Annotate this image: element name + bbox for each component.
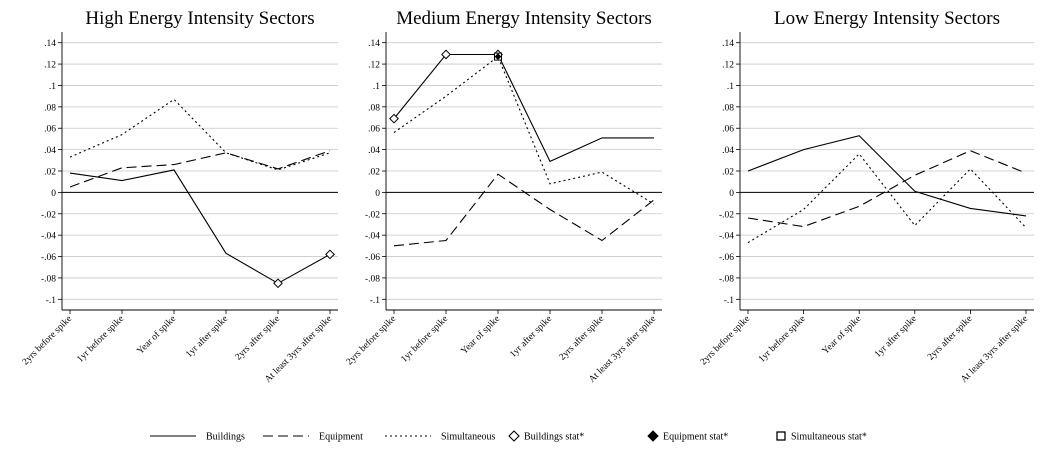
x-tick-label: 1yr before spike xyxy=(75,313,126,364)
y-tick-label: .1 xyxy=(49,82,56,92)
x-tick-label: 1yr after spike xyxy=(184,313,231,360)
y-tick-label: -.06 xyxy=(365,253,380,263)
series-line-simultaneous xyxy=(393,55,655,205)
y-tick-label: .14 xyxy=(44,39,56,49)
legend-label: Buildings stat* xyxy=(524,432,584,443)
chart-panel-3: Low Energy Intensity Sectors .14 .12 .1 .08.… xyxy=(698,8,1034,385)
legend-label: Simultaneous xyxy=(441,432,496,443)
legend: Buildings Equipment Simultaneous Buildings … xyxy=(150,430,867,443)
y-tick-label: -.04 xyxy=(719,232,734,242)
series-line-buildings xyxy=(69,169,331,284)
y-tick-label: -.04 xyxy=(41,232,56,242)
legend-item: Equipment stat* xyxy=(647,430,728,443)
x-tick-label: Year of spike xyxy=(820,313,863,356)
series-line-simultaneous xyxy=(747,153,1027,244)
legend-swatch-diamond-hollow xyxy=(508,430,520,442)
y-tick-label: .06 xyxy=(44,125,56,135)
x-tick-label: 2yrs after spike xyxy=(233,313,282,362)
y-tick-label: -.08 xyxy=(365,274,380,284)
y-tick-label: .12 xyxy=(722,61,734,71)
marker-buildings-stat xyxy=(389,113,399,124)
y-tick-label: -.08 xyxy=(719,274,734,284)
y-tick-label: .04 xyxy=(722,146,734,156)
marker-equipment-stat xyxy=(494,53,502,60)
legend-item: Buildings xyxy=(150,432,245,443)
y-tick-label: -.02 xyxy=(41,210,56,220)
y-tick-label: -.02 xyxy=(365,210,380,220)
y-tick-label: -.08 xyxy=(41,274,56,284)
chart-panel-2: Medium Energy Intensity Sectors .14 .12 .1.… xyxy=(344,8,662,385)
y-tick-label: 0 xyxy=(729,189,734,199)
x-tick-label: Year of spike xyxy=(135,313,178,356)
x-tick-label: 2yrs before spike xyxy=(698,313,752,367)
y-tick-label: 0 xyxy=(375,189,380,199)
x-tick-label: 2yrs before spike xyxy=(20,313,74,367)
y-tick-label: .04 xyxy=(368,146,380,156)
x-tick-label: 1yr before spike xyxy=(399,313,450,364)
x-tick-label: Year of spike xyxy=(459,313,502,356)
x-tick-label: 2yrs after spike xyxy=(557,313,606,362)
legend-item: Buildings stat* xyxy=(508,430,584,443)
y-tick-label: .04 xyxy=(44,146,56,156)
series-line-equipment xyxy=(393,173,655,247)
y-tick-label: .02 xyxy=(722,168,734,178)
legend-swatch-diamond-filled xyxy=(647,430,659,442)
x-tick-label: 1yr after spike xyxy=(508,313,555,360)
chart-title: High Energy Intensity Sectors xyxy=(85,8,314,29)
marker-buildings-stat xyxy=(273,278,283,289)
x-tick-label: 2yrs before spike xyxy=(344,313,398,367)
legend-item: Equipment xyxy=(263,432,363,443)
x-tick-label: 1yr before spike xyxy=(756,313,807,364)
y-tick-label: 0 xyxy=(51,189,56,199)
y-tick-label: .14 xyxy=(368,39,380,49)
chart-title: Low Energy Intensity Sectors xyxy=(774,8,1000,29)
chart-title: Medium Energy Intensity Sectors xyxy=(396,8,652,29)
y-tick-label: .1 xyxy=(727,82,734,92)
y-tick-label: -.1 xyxy=(46,296,57,306)
series-line-buildings xyxy=(393,53,654,163)
legend-label: Simultaneous stat* xyxy=(791,432,867,443)
x-tick-label: 1yr after spike xyxy=(872,313,919,360)
series-line-simultaneous xyxy=(69,98,331,171)
series-line-buildings xyxy=(747,135,1027,217)
y-tick-label: .08 xyxy=(44,103,56,113)
y-tick-label: -.06 xyxy=(719,253,734,263)
y-tick-label: .08 xyxy=(368,103,380,113)
legend-label: Equipment stat* xyxy=(663,432,728,443)
y-tick-label: .08 xyxy=(722,103,734,113)
y-tick-label: .02 xyxy=(44,168,56,178)
series-line-equipment xyxy=(69,150,331,188)
legend-item: Simultaneous stat* xyxy=(776,431,867,443)
y-tick-label: -.06 xyxy=(41,253,56,263)
marker-buildings-stat xyxy=(325,249,335,260)
y-tick-label: -.04 xyxy=(365,232,380,242)
y-tick-label: -.02 xyxy=(719,210,734,220)
y-tick-label: .12 xyxy=(368,61,380,71)
y-tick-label: .02 xyxy=(368,168,380,178)
legend-swatch-square-hollow xyxy=(776,431,786,441)
y-tick-label: -.1 xyxy=(370,296,381,306)
series-line-equipment xyxy=(747,150,1027,228)
marker-buildings-stat xyxy=(441,49,451,60)
y-tick-label: -.1 xyxy=(724,296,735,306)
y-tick-label: .12 xyxy=(44,61,56,71)
legend-label: Buildings xyxy=(206,432,245,443)
y-tick-label: .06 xyxy=(368,125,380,135)
y-tick-label: .14 xyxy=(722,39,734,49)
y-tick-label: .1 xyxy=(373,82,380,92)
legend-label: Equipment xyxy=(319,432,363,443)
legend-item: Simultaneous xyxy=(385,432,496,443)
x-tick-label: 2yrs after spike xyxy=(925,313,974,362)
y-tick-label: .06 xyxy=(722,125,734,135)
chart-panel-1: High Energy Intensity Sectors .14 .12 .1 .08… xyxy=(20,8,338,385)
